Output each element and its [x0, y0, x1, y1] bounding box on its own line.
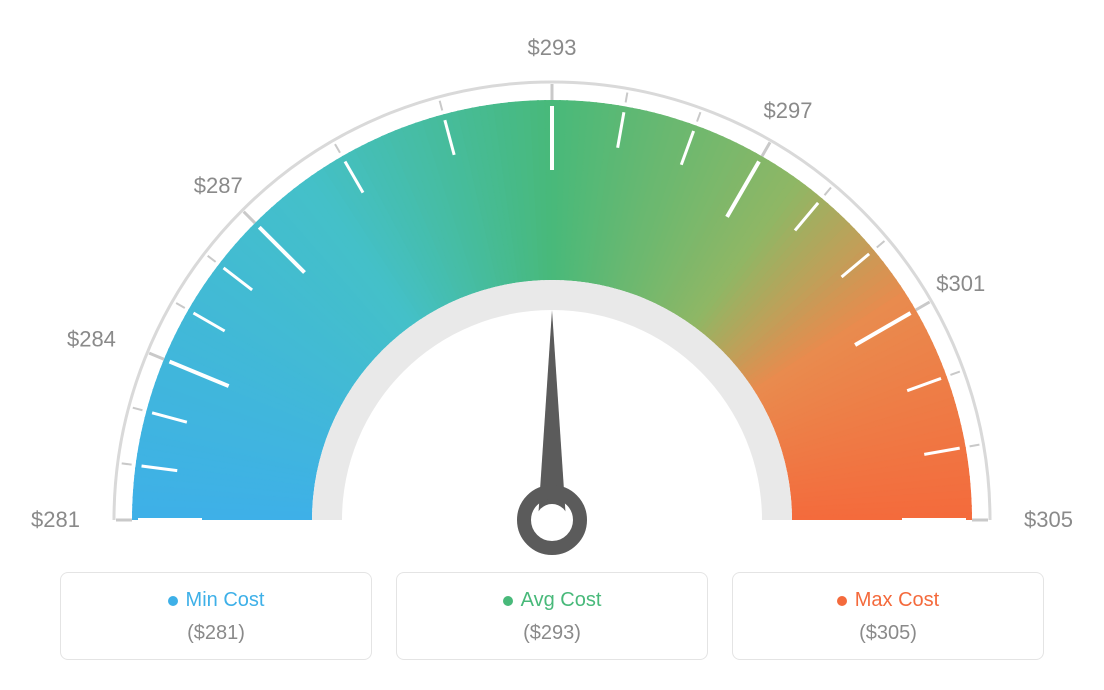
gauge-tick-label: $301: [936, 271, 985, 296]
gauge-tick-label: $305: [1024, 507, 1073, 532]
legend-value-avg: ($293): [407, 622, 697, 645]
legend-dot-min: [168, 596, 178, 606]
legend-value-max: ($305): [743, 622, 1033, 645]
cost-gauge-chart: $281 $284 $287 $293 $297 $301 $305 Min Cost ($…: [0, 0, 1104, 690]
legend-row: Min Cost ($281) Avg Cost ($293) Max Cost…: [60, 572, 1044, 660]
legend-label-avg: Avg Cost: [521, 589, 602, 612]
legend-value-min: ($281): [71, 622, 361, 645]
gauge-needle-hub-inner: [536, 504, 568, 536]
legend-dot-avg: [503, 596, 513, 606]
gauge-svg: $281 $284 $287 $293 $297 $301 $305: [0, 0, 1104, 560]
legend-label-min: Min Cost: [186, 589, 265, 612]
gauge-tick-label: $287: [194, 173, 243, 198]
gauge-tick-label: $293: [528, 35, 577, 60]
gauge-tick-label: $281: [31, 507, 80, 532]
legend-card-max: Max Cost ($305): [732, 572, 1044, 660]
gauge-tick-label: $297: [764, 98, 813, 123]
legend-title-avg: Avg Cost: [503, 589, 602, 612]
legend-title-max: Max Cost: [837, 589, 939, 612]
legend-card-min: Min Cost ($281): [60, 572, 372, 660]
legend-label-max: Max Cost: [855, 589, 939, 612]
legend-dot-max: [837, 596, 847, 606]
legend-card-avg: Avg Cost ($293): [396, 572, 708, 660]
legend-title-min: Min Cost: [168, 589, 265, 612]
gauge-tick-label: $284: [67, 326, 116, 351]
